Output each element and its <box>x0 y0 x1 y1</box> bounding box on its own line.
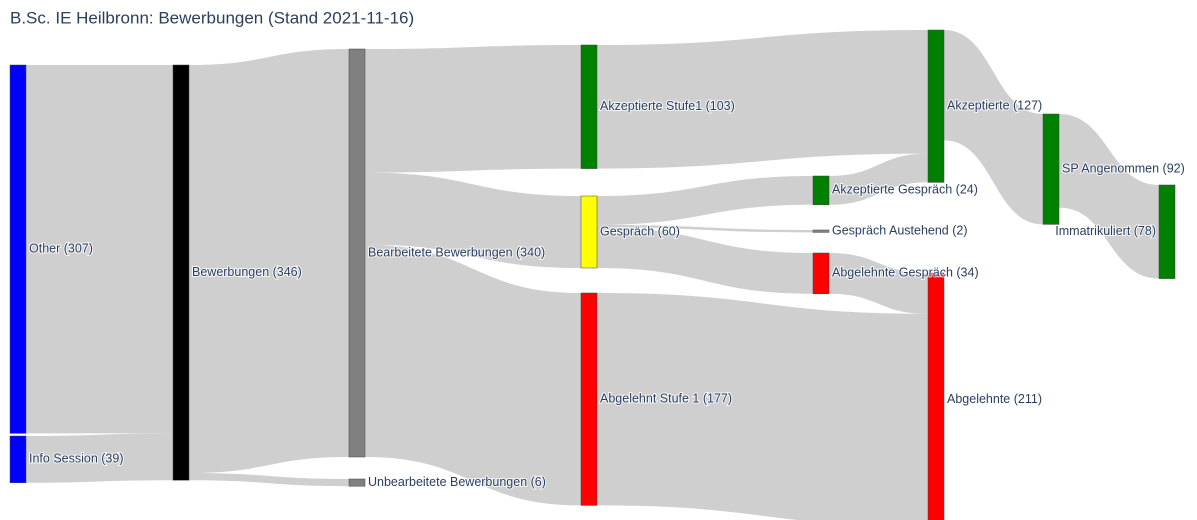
node <box>9 435 27 484</box>
node-label: Other (307) <box>29 241 93 255</box>
node <box>812 252 830 295</box>
node-label: Bewerbungen (346) <box>192 265 302 279</box>
link <box>597 224 813 233</box>
node-label: Gespräch (60) <box>600 224 680 238</box>
node-label: Bearbeitete Bewerbungen (340) <box>368 245 545 259</box>
node-label: Immatrikuliert (78) <box>1055 224 1156 238</box>
link <box>597 176 813 225</box>
node-label: SP Angenommen (92) <box>1062 161 1185 175</box>
node-label: Abgelehnte (211) <box>947 392 1042 406</box>
link <box>189 49 349 473</box>
link <box>1059 114 1159 279</box>
node <box>1042 113 1060 225</box>
node <box>348 478 366 487</box>
node-label: Abgelehnt Stufe 1 (177) <box>600 391 732 405</box>
link <box>597 293 928 520</box>
link <box>944 30 1043 225</box>
node-label: Abgelehnte Gespräch (34) <box>832 266 979 280</box>
link <box>365 172 581 268</box>
chart-title: B.Sc. IE Heilbronn: Bewerbungen (Stand 2… <box>10 8 414 27</box>
node <box>9 64 27 434</box>
link <box>829 153 928 205</box>
node <box>812 229 830 233</box>
node <box>348 48 366 458</box>
node <box>812 175 830 206</box>
node <box>580 195 598 269</box>
link <box>597 30 928 169</box>
node <box>1158 184 1176 279</box>
link <box>829 253 928 314</box>
node-label: Info Session (39) <box>29 452 124 466</box>
node <box>927 29 945 183</box>
node-label: Akzeptierte Gespräch (24) <box>832 183 978 197</box>
node-label: Unbearbeitete Bewerbungen (6) <box>368 475 546 489</box>
node <box>172 64 190 481</box>
link <box>26 433 173 483</box>
node-label: Akzeptierte Stufe1 (103) <box>600 99 735 113</box>
node <box>580 44 598 169</box>
nodes <box>9 29 1176 520</box>
link <box>26 65 173 434</box>
labels: Other (307) Info Session (39) Bewerbungen … <box>28 97 1186 489</box>
node <box>580 292 598 506</box>
node-label: Gespräch Austehend (2) <box>832 223 968 237</box>
link <box>365 45 581 173</box>
node <box>927 272 945 520</box>
link <box>365 244 581 506</box>
links <box>26 30 1159 520</box>
node-label: Akzeptierte (127) <box>947 98 1042 112</box>
link <box>189 473 349 487</box>
link <box>597 227 813 294</box>
